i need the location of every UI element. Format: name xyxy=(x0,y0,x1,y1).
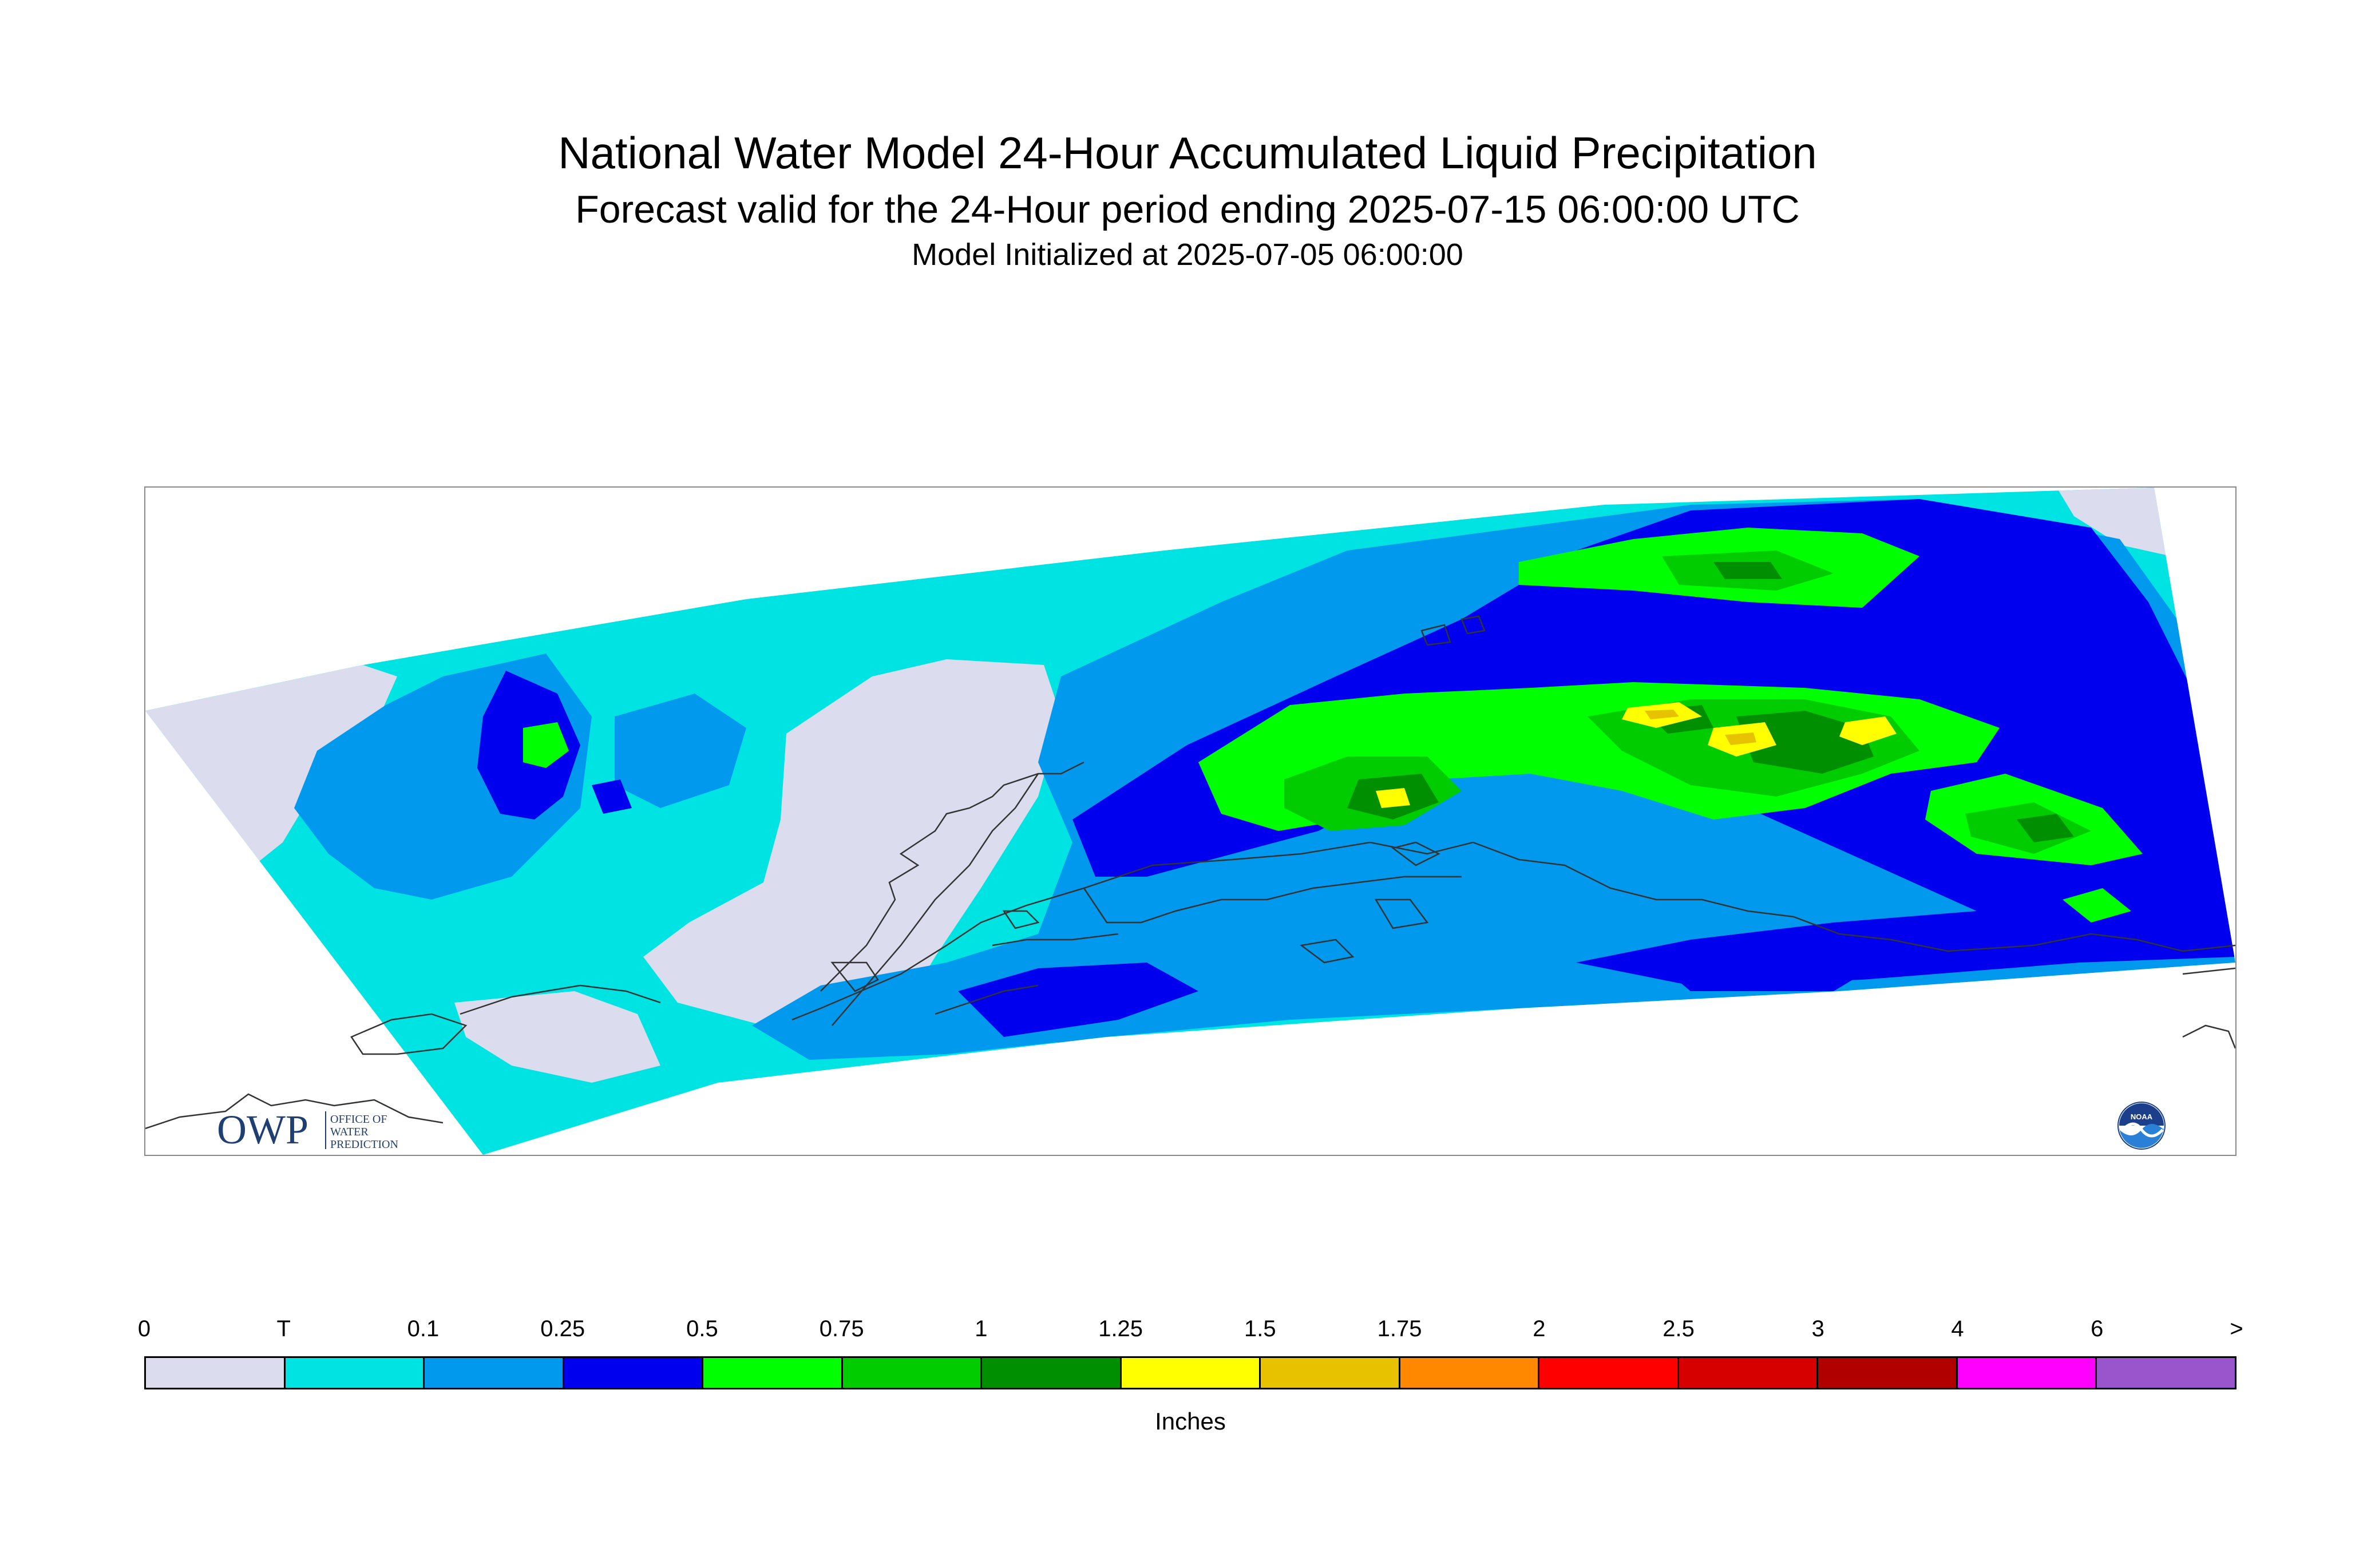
extreme-rain-zone xyxy=(1725,732,1756,745)
moderate-rain-zone xyxy=(1656,951,1862,991)
legend-color-bar xyxy=(144,1356,2237,1389)
very-heavy-rain-zone xyxy=(1736,711,1874,774)
owp-logo: OWP OFFICE OF WATER PREDICTION xyxy=(217,1107,398,1151)
legend-units-label: Inches xyxy=(1155,1408,1226,1435)
legend-swatch xyxy=(982,1358,1122,1388)
moderate-rain-zone xyxy=(958,963,1198,1037)
legend-tick-label: 3 xyxy=(1811,1316,1824,1341)
legend-tick-label: 0.25 xyxy=(540,1316,585,1341)
legend-tick-label: 2 xyxy=(1533,1316,1546,1341)
legend-tick-label: 0.75 xyxy=(819,1316,864,1341)
legend-swatch xyxy=(146,1358,286,1388)
zero-zone xyxy=(2057,488,2171,556)
owp-logo-line-1: OFFICE OF xyxy=(330,1113,387,1126)
zero-zone xyxy=(643,659,1061,1037)
extreme-rain-zone xyxy=(1376,788,1410,808)
very-heavy-rain-zone xyxy=(1713,562,1782,579)
zero-zone xyxy=(454,991,660,1083)
noaa-logo-text: NOAA xyxy=(2131,1112,2153,1121)
precipitation-legend: 0 T 0.1 0.25 0.5 0.75 1 1.25 1.5 1.75 2 2.5 3 4 6 > Inc… xyxy=(138,1316,2243,1454)
owp-logo-line-3: PREDICTION xyxy=(330,1138,398,1151)
legend-tick-label: 1 xyxy=(975,1316,988,1341)
legend-swatch xyxy=(1818,1358,1958,1388)
legend-swatch xyxy=(564,1358,704,1388)
model-init-line: Model Initialized at 2025-07-05 06:00:00 xyxy=(912,237,1463,272)
legend-tick-label: 4 xyxy=(1951,1316,1964,1341)
legend-tick-label: 1.25 xyxy=(1098,1316,1143,1341)
legend-swatch xyxy=(1400,1358,1540,1388)
legend-tick-label: 0.5 xyxy=(686,1316,718,1341)
precipitation-map: OWP OFFICE OF WATER PREDICTION NOAA xyxy=(144,486,2237,1156)
legend-tick-label: 6 xyxy=(2091,1316,2104,1341)
light-rain-zone xyxy=(615,694,746,808)
noaa-logo: NOAA xyxy=(2117,1102,2166,1150)
legend-tick-label: 1.75 xyxy=(1377,1316,1422,1341)
legend-swatch xyxy=(425,1358,564,1388)
legend-tick-label: 1.5 xyxy=(1244,1316,1276,1341)
moderate-rain-zone xyxy=(592,779,632,814)
owp-logo-line-2: WATER xyxy=(330,1126,369,1138)
legend-tick-label: 2.5 xyxy=(1662,1316,1695,1341)
precipitation-field xyxy=(145,488,2235,1155)
very-heavy-rain-zone xyxy=(2017,814,2074,842)
legend-tick-label: T xyxy=(276,1316,291,1341)
legend-tick-label: 0.1 xyxy=(407,1316,440,1341)
heavy-rain-zone xyxy=(2063,888,2131,922)
legend-swatch xyxy=(1121,1358,1261,1388)
legend-tick-label: > xyxy=(2230,1316,2243,1341)
extreme-rain-zone xyxy=(1839,716,1897,745)
legend-swatch xyxy=(1261,1358,1400,1388)
forecast-valid-line: Forecast valid for the 24-Hour period en… xyxy=(575,188,1800,231)
legend-swatch xyxy=(1957,1358,2097,1388)
legend-swatch xyxy=(842,1358,983,1388)
legend-swatch xyxy=(703,1358,843,1388)
legend-swatch xyxy=(1539,1358,1679,1388)
legend-swatch xyxy=(285,1358,425,1388)
legend-swatch xyxy=(1679,1358,1819,1388)
owp-logo-mark: OWP xyxy=(217,1107,308,1151)
coastlines xyxy=(145,615,2235,1130)
map-title: National Water Model 24-Hour Accumulated… xyxy=(558,128,1817,178)
extreme-rain-zone xyxy=(1645,710,1679,719)
heavy-rain-zone xyxy=(523,722,569,768)
legend-swatch xyxy=(2097,1358,2235,1388)
legend-tick-label: 0 xyxy=(137,1316,151,1341)
